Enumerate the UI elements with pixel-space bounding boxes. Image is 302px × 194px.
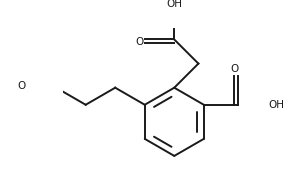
Text: OH: OH (268, 100, 284, 110)
Text: O: O (17, 81, 26, 91)
Text: O: O (230, 64, 238, 74)
Text: O: O (135, 37, 144, 47)
Text: OH: OH (166, 0, 182, 9)
